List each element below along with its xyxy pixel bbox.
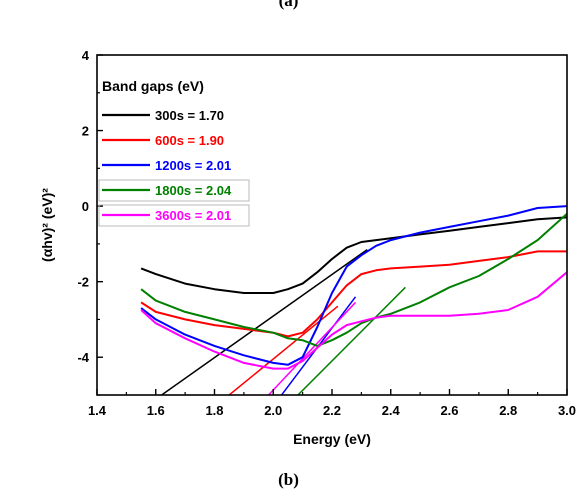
legend-label: 3600s = 2.01 xyxy=(155,208,231,223)
y-tick-label: -4 xyxy=(77,350,89,365)
series-line xyxy=(140,250,567,338)
legend-title: Band gaps (eV) xyxy=(102,78,204,94)
tangent-line xyxy=(296,286,406,395)
tangent-lines xyxy=(161,248,406,395)
y-tick-label: 0 xyxy=(82,199,89,214)
y-tick-label: 4 xyxy=(82,48,90,63)
x-tick-label: 1.4 xyxy=(88,403,107,418)
legend-label: 1200s = 2.01 xyxy=(155,158,231,173)
band-gap-chart: 1.4 1.6 1.8 2.0 2.2 2.4 2.6 2.8 3.0 -4 -2 0 2 4 Ener… xyxy=(39,48,576,447)
x-tick-label: 2.8 xyxy=(499,403,517,418)
x-axis-ticks: 1.4 1.6 1.8 2.0 2.2 2.4 2.6 2.8 3.0 xyxy=(88,389,576,418)
x-tick-label: 2.6 xyxy=(440,403,458,418)
x-tick-label: 2.4 xyxy=(382,403,401,418)
legend-entry-box xyxy=(98,179,250,202)
x-tick-label: 1.6 xyxy=(147,403,165,418)
y-axis-ticks: -4 -2 0 2 4 xyxy=(77,48,103,396)
top-caption: (a) xyxy=(278,0,299,10)
series-line xyxy=(140,212,567,347)
y-tick-label: 2 xyxy=(82,124,89,139)
series-line xyxy=(140,271,567,370)
tangent-line xyxy=(267,301,357,395)
data-series xyxy=(140,205,567,370)
y-tick-label: -2 xyxy=(77,275,89,290)
figure-label: (b) xyxy=(278,470,299,489)
tangent-line xyxy=(280,296,357,395)
legend-label: 300s = 1.70 xyxy=(155,108,224,123)
y-axis-title: (αhv)² (eV)² xyxy=(39,188,55,262)
legend-entry-box xyxy=(98,204,250,227)
x-axis-title: Energy (eV) xyxy=(293,431,371,447)
x-tick-label: 2.2 xyxy=(323,403,341,418)
x-tick-label: 3.0 xyxy=(558,403,576,418)
legend-label: 600s = 1.90 xyxy=(155,133,224,148)
tangent-line xyxy=(161,248,368,395)
x-tick-label: 2.0 xyxy=(264,403,282,418)
series-line xyxy=(140,216,567,294)
x-tick-label: 1.8 xyxy=(205,403,223,418)
legend-label: 1800s = 2.04 xyxy=(155,183,232,198)
legend: 300s = 1.70 600s = 1.90 1200s = 2.01 1800s … xyxy=(98,108,250,227)
series-line xyxy=(140,205,567,366)
